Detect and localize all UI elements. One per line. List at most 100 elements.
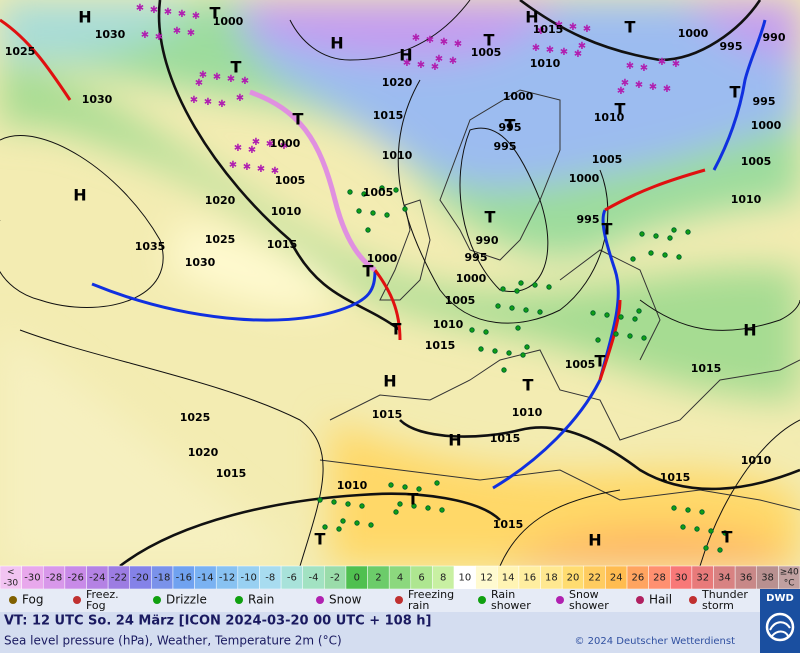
snow-symbol: ✱ (227, 74, 235, 85)
scale-label: 0 (354, 573, 360, 584)
isobar-label: 1020 (382, 76, 413, 89)
isobar-label: 995 (720, 40, 743, 53)
rain-symbol (694, 526, 700, 532)
pressure-center: T (293, 110, 304, 129)
snow-symbol: ✱ (412, 33, 420, 44)
rain-symbol (604, 312, 610, 318)
isobar-label: 995 (499, 121, 522, 134)
snow-symbol: ✱ (417, 60, 425, 71)
copyright: © 2024 Deutscher Wetterdienst (574, 636, 735, 647)
snow-symbol: ✱ (213, 72, 221, 83)
rain-symbol (590, 310, 596, 316)
scale-label: 32 (696, 573, 709, 584)
snow-symbol: ✱ (199, 70, 207, 81)
scale-label: -24 (89, 573, 105, 584)
scale-label: 2 (375, 573, 381, 584)
scale-label: -16 (176, 573, 192, 584)
snow-symbol: ✱ (658, 57, 666, 68)
rain-symbol (354, 520, 360, 526)
isobar-label: 1015 (267, 238, 298, 251)
pressure-center: H (78, 8, 91, 27)
isobar-label: 1015 (533, 23, 564, 36)
rain-symbol (495, 303, 501, 309)
isobar-label: 995 (465, 251, 488, 264)
isobar-label: 990 (476, 234, 499, 247)
snow-symbol: ✱ (280, 141, 288, 152)
scale-label: -6 (287, 573, 297, 584)
isobar-label: 1000 (503, 90, 534, 103)
isobar-label: 1015 (372, 408, 403, 421)
isobar-label: 1010 (741, 454, 772, 467)
rain-symbol (483, 329, 489, 335)
snow-symbol: ✱ (617, 86, 625, 97)
rain-symbol (331, 499, 337, 505)
isobar-label: 1025 (180, 411, 211, 424)
snow-symbol: ✱ (173, 26, 181, 37)
isobar-label: 1015 (425, 339, 456, 352)
rain-symbol (708, 528, 714, 534)
isobar-label: 1005 (741, 155, 772, 168)
scale-label: -2 (330, 573, 340, 584)
isobar-label: 1010 (433, 318, 464, 331)
rain-symbol (632, 316, 638, 322)
legend-icon (235, 596, 243, 604)
isobar-label: 995 (494, 140, 517, 153)
snow-symbol: ✱ (640, 63, 648, 74)
rain-symbol (500, 286, 506, 292)
scale-label: -12 (219, 573, 235, 584)
legend-label: Fog (22, 593, 43, 607)
rain-symbol (478, 346, 484, 352)
rain-symbol (680, 524, 686, 530)
pressure-center: T (485, 208, 496, 227)
isobar-label: 1015 (493, 518, 524, 531)
rain-symbol (537, 309, 543, 315)
scale-label: -14 (197, 573, 213, 584)
rain-symbol (514, 288, 520, 294)
rain-symbol (393, 187, 399, 193)
rain-symbol (347, 189, 353, 195)
rain-symbol (356, 208, 362, 214)
coastlines (319, 89, 800, 511)
legend-icon (636, 596, 644, 604)
isobar-label: 1000 (270, 137, 301, 150)
rain-symbol (509, 305, 515, 311)
rain-symbol (532, 282, 538, 288)
isobar-label: 1015 (216, 467, 247, 480)
isobar-label: 1030 (185, 256, 216, 269)
rain-symbol (384, 212, 390, 218)
scale-label: < (7, 568, 15, 578)
scale-label: -4 (309, 573, 319, 584)
scale-label: 4 (397, 573, 403, 584)
rain-symbol (439, 507, 445, 513)
scale-label: 10 (458, 573, 471, 584)
scale-label: 36 (740, 573, 753, 584)
snow-symbol: ✱ (266, 139, 274, 150)
rain-symbol (425, 505, 431, 511)
isobar-label: 1015 (660, 471, 691, 484)
isobar-label: 1035 (135, 240, 166, 253)
rain-symbol (667, 235, 673, 241)
legend-icon (689, 596, 697, 604)
rain-symbol (636, 308, 642, 314)
scale-label: -26 (68, 573, 84, 584)
isobar-label: 1020 (205, 194, 236, 207)
rain-symbol (648, 250, 654, 256)
isobar-label: 1005 (445, 294, 476, 307)
rain-symbol (639, 231, 645, 237)
snow-symbol: ✱ (136, 3, 144, 14)
isobar-label: 1005 (471, 46, 502, 59)
isobar-label: 1010 (382, 149, 413, 162)
pressure-center: T (231, 58, 242, 77)
snow-symbol: ✱ (164, 7, 172, 18)
rain-symbol (469, 327, 475, 333)
isobar-label: 1025 (5, 45, 36, 58)
snow-symbol: ✱ (635, 80, 643, 91)
rain-symbol (434, 480, 440, 486)
snow-symbol: ✱ (626, 61, 634, 72)
isobar-label: 1000 (569, 172, 600, 185)
pressure-center: H (743, 321, 756, 340)
rain-symbol (671, 227, 677, 233)
scale-label: 14 (502, 573, 515, 584)
rain-symbol (546, 284, 552, 290)
